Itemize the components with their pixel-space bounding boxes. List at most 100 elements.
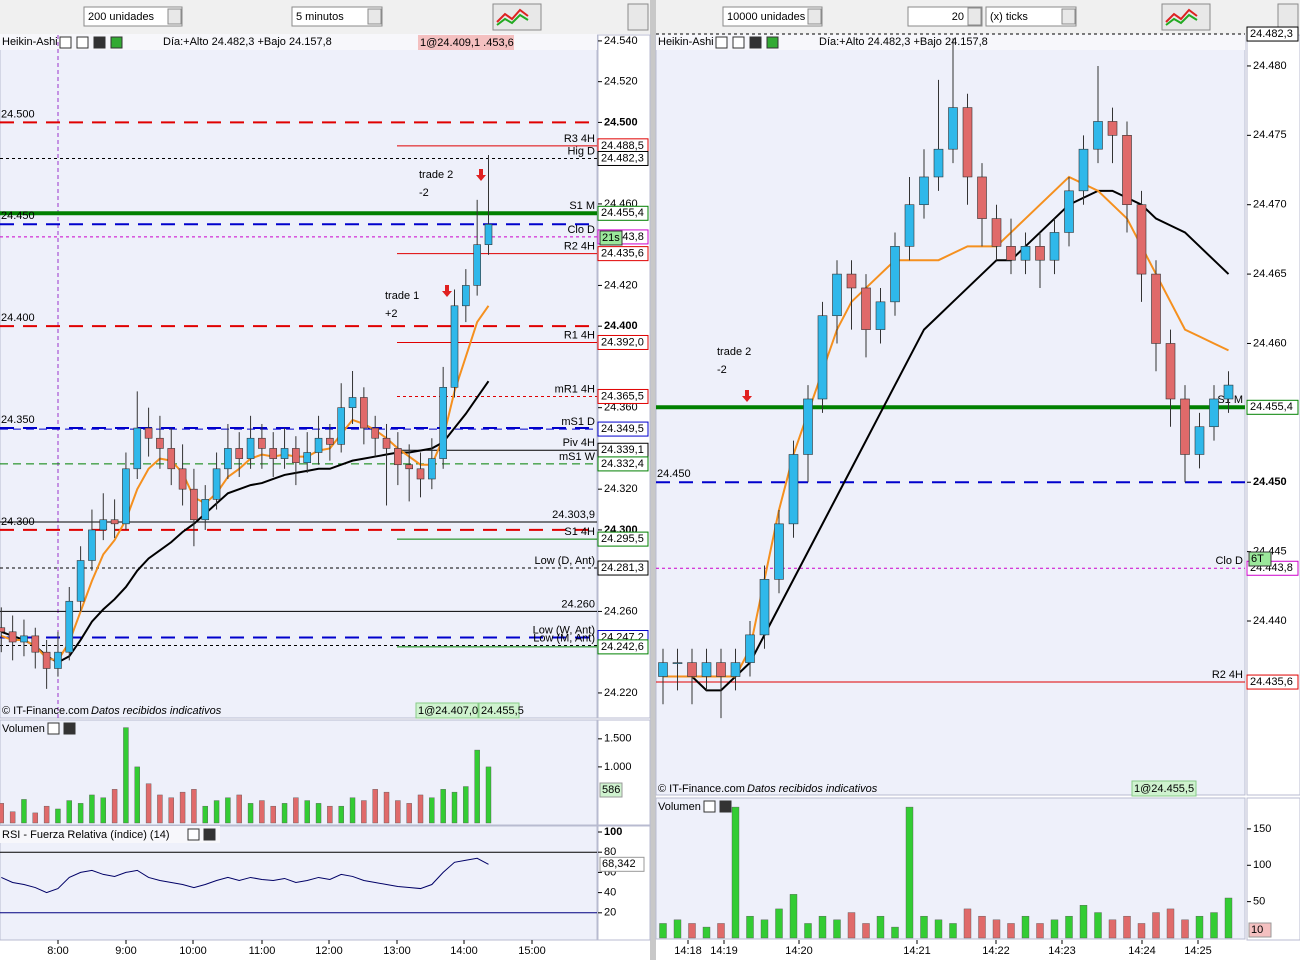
level-label: 24.482,3 xyxy=(1250,28,1293,40)
volume-bar xyxy=(1166,908,1175,939)
dropdown-button[interactable] xyxy=(367,8,382,25)
period-select[interactable] xyxy=(985,6,1077,27)
spinner[interactable] xyxy=(967,7,982,26)
x-tick-label: 8:00 xyxy=(47,945,68,957)
level-tag: Piv 4H xyxy=(563,437,595,449)
x-tick-label: 10:00 xyxy=(179,945,207,957)
candle-body xyxy=(1223,384,1234,400)
candle-body xyxy=(99,519,108,531)
header-icon[interactable] xyxy=(47,722,60,735)
header-icon[interactable] xyxy=(719,800,732,813)
candle-body xyxy=(337,407,346,445)
chart-style: Heikin-Ashi xyxy=(2,36,58,48)
trade-arrow xyxy=(742,390,752,402)
volume-bar xyxy=(963,908,972,939)
level-box xyxy=(597,388,649,404)
candle-body xyxy=(405,464,413,470)
order-box xyxy=(415,702,479,719)
x-tick-label: 14:22 xyxy=(982,945,1010,957)
level-side-label: 24.450 xyxy=(657,468,691,480)
header-icon[interactable] xyxy=(749,36,762,49)
level-tag: Low (D, Ant) xyxy=(534,555,595,567)
y-tick-label: 24.480 xyxy=(1253,60,1287,72)
level-side-label: 24.450 xyxy=(1,210,35,222)
header-icon[interactable] xyxy=(93,36,106,49)
volume-bar xyxy=(338,805,344,824)
candle-body xyxy=(394,448,402,466)
volume-bar xyxy=(1007,923,1015,939)
moving-average xyxy=(0,305,490,662)
volume-bar xyxy=(372,789,378,824)
candle-body xyxy=(473,244,481,286)
volume-bar xyxy=(1210,912,1218,939)
rsi-line xyxy=(1,857,489,894)
y-tick-label: 24.260 xyxy=(604,605,638,617)
period-select[interactable] xyxy=(291,6,383,27)
level-tag: 24.303,9 xyxy=(552,509,595,521)
candle-body xyxy=(832,273,842,317)
header-icon[interactable] xyxy=(703,800,716,813)
volume-bar xyxy=(862,923,870,939)
header-icon[interactable] xyxy=(76,36,89,49)
dropdown-button[interactable] xyxy=(1061,8,1076,25)
footer-note: Datos recibidos indicativos xyxy=(747,783,878,795)
candle-body xyxy=(54,651,62,669)
dropdown-button[interactable] xyxy=(807,8,822,25)
candle-body xyxy=(303,452,312,463)
header-icon[interactable] xyxy=(63,722,76,735)
countdown: 21s xyxy=(602,232,620,244)
quantity-select[interactable] xyxy=(83,6,183,27)
candle-body xyxy=(919,176,929,206)
candle-body xyxy=(212,468,221,500)
x-tick-label: 14:18 xyxy=(674,945,702,957)
x-tick-label: 14:19 xyxy=(710,945,738,957)
header-icon[interactable] xyxy=(110,36,123,49)
candle-body xyxy=(991,218,1002,247)
level-label: 24.349,5 xyxy=(601,423,644,435)
order: 1@24.455,5 xyxy=(1134,783,1194,795)
level-label: 24.455,4 xyxy=(601,207,644,219)
header-icon[interactable] xyxy=(732,36,745,49)
header-icon[interactable] xyxy=(203,828,216,841)
level-box xyxy=(1246,26,1299,42)
volume-bar xyxy=(731,806,740,939)
header-icon[interactable] xyxy=(187,828,200,841)
rsi-header xyxy=(0,826,220,843)
candle-body xyxy=(348,397,357,408)
candle-body xyxy=(861,287,871,330)
scroll-button[interactable] xyxy=(627,3,649,31)
y-tick-label: 24.500 xyxy=(604,116,638,128)
volume-bar xyxy=(659,923,667,939)
order: 1@24.407,0 xyxy=(418,705,478,717)
order: 1@24.409,1 .453,6 xyxy=(420,37,514,49)
header-icon[interactable] xyxy=(715,36,728,49)
candle-body xyxy=(42,651,51,669)
header-icon[interactable] xyxy=(766,36,779,49)
quantity-select[interactable] xyxy=(722,6,823,27)
candle-body xyxy=(88,529,96,561)
last-box xyxy=(599,856,645,872)
order-box xyxy=(1131,780,1197,797)
candle-body xyxy=(462,285,470,307)
candle-body xyxy=(167,448,176,470)
ticks-input[interactable] xyxy=(907,6,983,27)
scroll-button[interactable] xyxy=(1277,3,1299,31)
candle-body xyxy=(0,627,6,633)
level-label: 24.455,4 xyxy=(1250,401,1293,413)
level-tag: S1 M xyxy=(569,200,595,212)
last-box xyxy=(1248,922,1272,938)
level-box xyxy=(597,639,649,655)
candle-body xyxy=(788,454,799,525)
header-icon[interactable] xyxy=(59,36,72,49)
volume-axis xyxy=(1246,797,1300,941)
candle-body xyxy=(1006,246,1016,261)
level-box xyxy=(1246,674,1299,690)
candle-body xyxy=(904,204,915,247)
candle-body xyxy=(701,662,712,677)
candle-body xyxy=(280,448,289,459)
dropdown-button[interactable] xyxy=(167,8,182,25)
candle-body xyxy=(977,176,987,219)
volume-bar xyxy=(123,727,129,824)
level-label: 24.242,6 xyxy=(601,641,644,653)
volume-bar xyxy=(0,803,4,824)
